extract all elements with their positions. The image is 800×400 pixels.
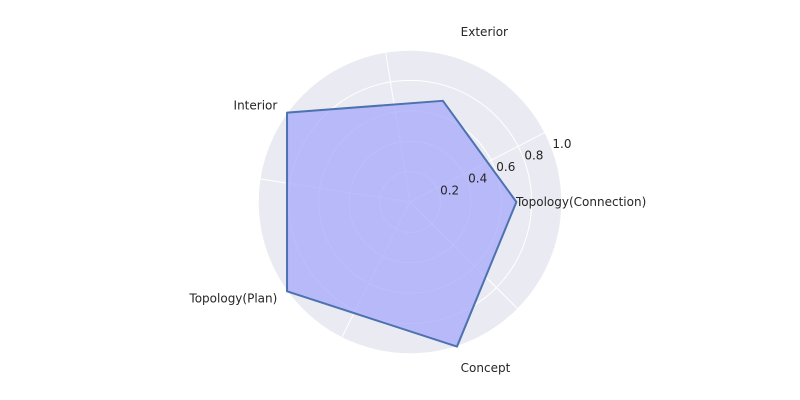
radial-tick-label: 0.4 <box>468 172 487 186</box>
category-label-3: Topology(Plan) <box>188 291 277 305</box>
series-fill <box>287 100 517 347</box>
category-label-0: Topology(Connection) <box>515 195 646 209</box>
radial-tick-label: 1.0 <box>552 137 571 151</box>
category-labels: Topology(Connection) Exterior Interior Topo… <box>188 25 646 375</box>
category-label-2: Interior <box>234 99 278 113</box>
polar-frame <box>257 49 563 355</box>
radial-tick-label: 0.8 <box>524 148 543 162</box>
series-line <box>286 99 518 348</box>
radial-ticks: 0.2 0.4 0.6 0.8 1.0 <box>440 137 571 198</box>
category-label-1: Exterior <box>461 25 508 39</box>
category-label-4: Concept <box>461 361 511 375</box>
radial-tick-label: 0.6 <box>496 160 515 174</box>
series-layer <box>286 99 518 348</box>
radial-tick-label: 0.2 <box>440 183 459 197</box>
